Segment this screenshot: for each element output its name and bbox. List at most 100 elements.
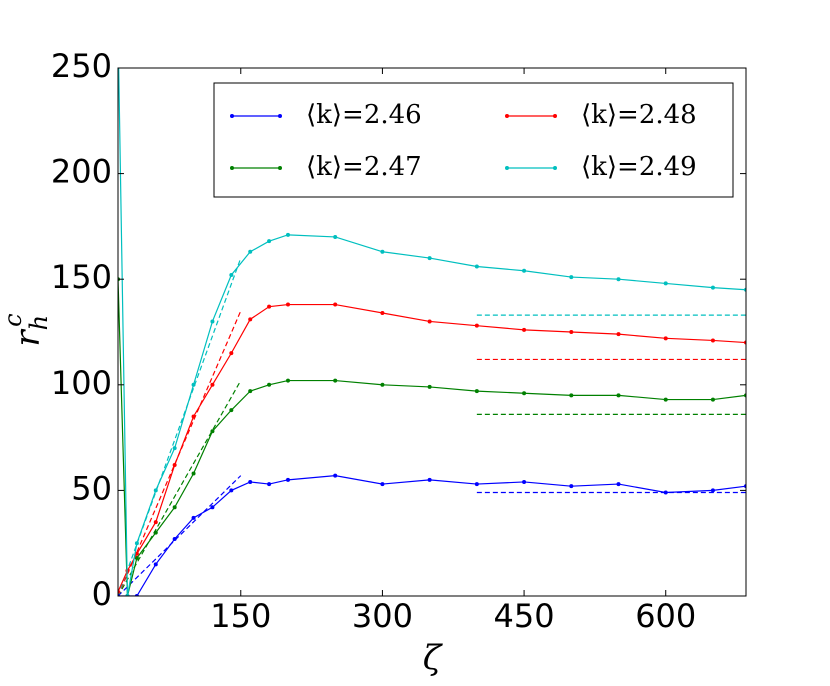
legend-marker: [505, 114, 509, 118]
point: [522, 327, 527, 332]
point: [616, 482, 621, 487]
y-axis-label: rhc: [0, 313, 53, 346]
y-label-base: r: [8, 329, 48, 347]
point: [427, 477, 432, 482]
fit-line: [118, 475, 242, 596]
point: [380, 382, 385, 387]
point: [522, 391, 527, 396]
point: [210, 429, 215, 434]
point: [333, 302, 338, 307]
point: [248, 317, 253, 322]
point: [710, 285, 715, 290]
point: [474, 323, 479, 328]
point: [172, 505, 177, 510]
point: [229, 408, 234, 413]
point: [267, 382, 272, 387]
legend-marker: [230, 166, 234, 170]
point: [380, 482, 385, 487]
y-tick-label: 0: [92, 575, 112, 613]
point: [210, 319, 215, 324]
point: [285, 477, 290, 482]
point: [248, 479, 253, 484]
point: [153, 520, 158, 525]
point: [569, 484, 574, 489]
point: [134, 555, 139, 560]
fit-line: [118, 380, 242, 596]
point: [569, 393, 574, 398]
point: [663, 397, 668, 402]
point: [522, 268, 527, 273]
point: [569, 275, 574, 280]
point: [191, 515, 196, 520]
point: [663, 490, 668, 495]
point: [710, 397, 715, 402]
point: [710, 488, 715, 493]
legend-label: ⟨k⟩=2.49: [581, 152, 697, 182]
legend-marker: [230, 114, 234, 118]
legend-marker: [505, 166, 509, 170]
series-line: [118, 475, 746, 596]
point: [710, 338, 715, 343]
x-axis-label: ζ: [423, 638, 444, 678]
point: [229, 272, 234, 277]
point: [172, 536, 177, 541]
plot-area: [116, 24, 746, 596]
point: [522, 479, 527, 484]
point: [229, 488, 234, 493]
point: [172, 463, 177, 468]
point: [474, 389, 479, 394]
series-line: [118, 279, 746, 596]
point: [427, 319, 432, 324]
legend-marker: [278, 166, 282, 170]
legend: [213, 82, 734, 198]
point: [616, 332, 621, 337]
x-tick-label: 150: [210, 597, 271, 635]
legend-marker: [553, 166, 557, 170]
point: [210, 505, 215, 510]
axes-frame: [117, 67, 747, 597]
point: [427, 256, 432, 261]
y-label-sup: c: [0, 313, 27, 326]
point: [267, 304, 272, 309]
legend-label: ⟨k⟩=2.46: [306, 100, 422, 130]
point: [267, 239, 272, 244]
point: [153, 530, 158, 535]
point: [569, 330, 574, 334]
point: [427, 384, 432, 389]
point: [333, 473, 338, 478]
point: [663, 336, 668, 341]
point: [191, 414, 196, 419]
y-tick-label: 100: [51, 364, 112, 402]
point: [285, 302, 290, 307]
point: [616, 277, 621, 282]
y-tick-label: 200: [51, 153, 112, 191]
point: [663, 281, 668, 286]
point: [134, 541, 139, 546]
point: [248, 249, 253, 254]
x-tick-label: 300: [352, 597, 413, 635]
point: [116, 24, 120, 28]
point: [474, 264, 479, 269]
point: [153, 488, 158, 493]
y-tick-label: 150: [51, 258, 112, 296]
point: [380, 249, 385, 254]
point: [267, 482, 272, 487]
point: [285, 232, 290, 237]
point: [191, 471, 196, 476]
x-tick-label: 450: [494, 597, 555, 635]
point: [333, 234, 338, 239]
point: [248, 389, 253, 394]
point: [616, 393, 621, 398]
legend-marker: [278, 114, 282, 118]
legend-label: ⟨k⟩=2.47: [306, 152, 422, 182]
y-tick-label: 50: [71, 469, 112, 507]
point: [229, 351, 234, 356]
point: [172, 446, 177, 451]
y-tick-label: 250: [51, 47, 112, 85]
point: [380, 310, 385, 315]
point: [285, 378, 290, 383]
point: [153, 562, 158, 567]
point: [474, 482, 479, 487]
series-line: [118, 303, 746, 593]
